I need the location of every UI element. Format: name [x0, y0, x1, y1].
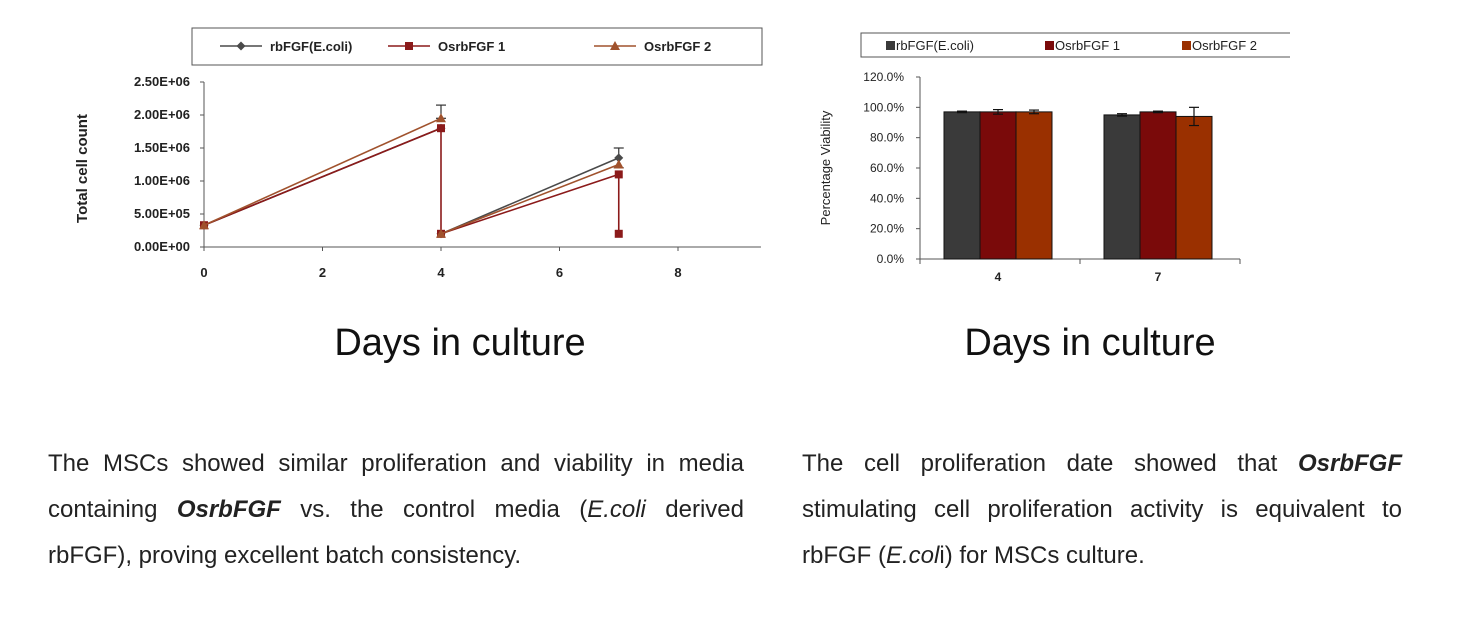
line-chart-data-point	[614, 153, 624, 163]
line-chart-y-tick-label: 2.50E+06	[134, 74, 190, 89]
line-chart-svg: 0.00E+00 5.00E+05 1.00E+06 1.50E+06 2.00E+06…	[74, 27, 763, 280]
bar-chart-y-tick-label: 60.0%	[870, 161, 904, 175]
line-chart-data-point	[614, 229, 623, 238]
line-chart-y-tick-label: 0.00E+00	[134, 239, 190, 254]
line-chart-legend-label: OsrbFGF 1	[438, 39, 505, 54]
bar-chart-y-tick-label: 100.0%	[863, 100, 904, 114]
right-desc-italic: E.col	[886, 542, 940, 569]
line-chart-x-tick-label: 0	[200, 265, 207, 280]
bar-chart-legend	[860, 32, 1298, 58]
left-desc-text-1: The MSCs showed similar proliferation an…	[48, 450, 744, 523]
line-chart-legend	[191, 27, 763, 66]
bar-chart-legend-swatch	[1182, 41, 1191, 50]
bar-chart-y-tick-label: 40.0%	[870, 191, 904, 205]
line-chart-series-line	[203, 117, 442, 226]
line-chart-data-point	[614, 170, 623, 179]
line-chart-y-tick-label: 1.50E+06	[134, 140, 190, 155]
line-chart-data-point	[613, 159, 624, 169]
right-desc-text-2: stimulating cell proliferation activity …	[802, 496, 1402, 569]
bar-chart-bar	[1175, 115, 1213, 260]
line-chart-x-axis-title: Days in culture	[334, 322, 586, 364]
bar-chart-legend-label: OsrbFGF 1	[1055, 38, 1120, 53]
bar-chart-legend-label: OsrbFGF 2	[1192, 38, 1257, 53]
left-desc-text-2: vs. the control media (	[280, 496, 588, 523]
bar-chart-bar	[943, 111, 981, 260]
left-desc-text-3: derived rbFGF), proving excellent batch …	[48, 496, 744, 569]
left-desc-italic: E.coli	[587, 496, 646, 523]
bar-chart-bar	[1139, 111, 1177, 260]
cell-count-line-chart: 0.00E+00 5.00E+05 1.00E+06 1.50E+06 2.00E+06…	[0, 0, 780, 300]
bar-chart-x-tick-label: 4	[995, 270, 1002, 284]
bar-chart-y-tick-label: 0.0%	[877, 252, 905, 266]
line-chart-y-axis-title: Total cell count	[74, 114, 91, 223]
line-chart-legend-marker	[236, 41, 246, 51]
left-description: The MSCs showed similar proliferation an…	[48, 441, 744, 579]
bar-chart-bar	[1103, 114, 1141, 260]
line-chart-x-tick-label: 8	[674, 265, 681, 280]
line-chart-x-tick-label: 4	[437, 265, 445, 280]
line-chart-y-tick-label: 1.00E+06	[134, 173, 190, 188]
line-chart-data-point	[199, 220, 209, 230]
line-chart-data-point	[436, 228, 446, 238]
bar-chart-legend-swatch	[886, 41, 895, 50]
line-chart-y-tick-label: 5.00E+05	[134, 206, 190, 221]
left-desc-bold: OsrbFGF	[176, 496, 281, 523]
line-chart-series-line	[440, 157, 620, 235]
bar-chart-y-axis-title: Percentage Viability	[818, 110, 833, 225]
line-chart-legend-label: OsrbFGF 2	[644, 39, 711, 54]
line-chart-legend-label: rbFGF(E.coli)	[270, 39, 352, 54]
right-description: The cell proliferation date showed that …	[802, 441, 1402, 579]
right-desc-text-3: i) for MSCs culture.	[939, 542, 1145, 569]
viability-bar-chart: 0.0% 20.0% 40.0% 60.0% 80.0% 100.0% 120.0% Perc…	[790, 0, 1298, 300]
bar-chart-y-tick-label: 120.0%	[863, 70, 904, 84]
line-chart-data-point	[436, 113, 446, 123]
bar-chart-y-tick-label: 80.0%	[870, 131, 904, 145]
bar-chart-legend-label: rbFGF(E.coli)	[896, 38, 974, 53]
line-chart-y-tick-label: 2.00E+06	[134, 107, 190, 122]
bar-chart-bar	[979, 111, 1017, 260]
line-chart-data-point	[437, 124, 445, 133]
bar-chart-x-tick-label: 7	[1155, 270, 1162, 284]
bar-chart-legend-swatch	[1045, 41, 1054, 50]
line-chart-x-tick-label: 6	[556, 265, 563, 280]
line-chart-legend-marker	[610, 41, 620, 50]
bar-chart-y-tick-label: 20.0%	[870, 222, 904, 236]
line-chart-series-line	[440, 163, 620, 235]
line-chart-x-tick-label: 2	[319, 265, 326, 280]
line-chart-legend-marker	[405, 42, 413, 50]
bar-chart-svg: 0.0% 20.0% 40.0% 60.0% 80.0% 100.0% 120.0% Perc…	[818, 32, 1298, 284]
bar-chart-bar	[1015, 111, 1053, 260]
bar-chart-x-axis-title: Days in culture	[964, 322, 1216, 364]
line-chart-series-line	[203, 127, 620, 235]
right-desc-text-1: The cell proliferation date showed that	[802, 450, 1298, 477]
right-desc-bold: OsrbFGF	[1297, 450, 1402, 477]
